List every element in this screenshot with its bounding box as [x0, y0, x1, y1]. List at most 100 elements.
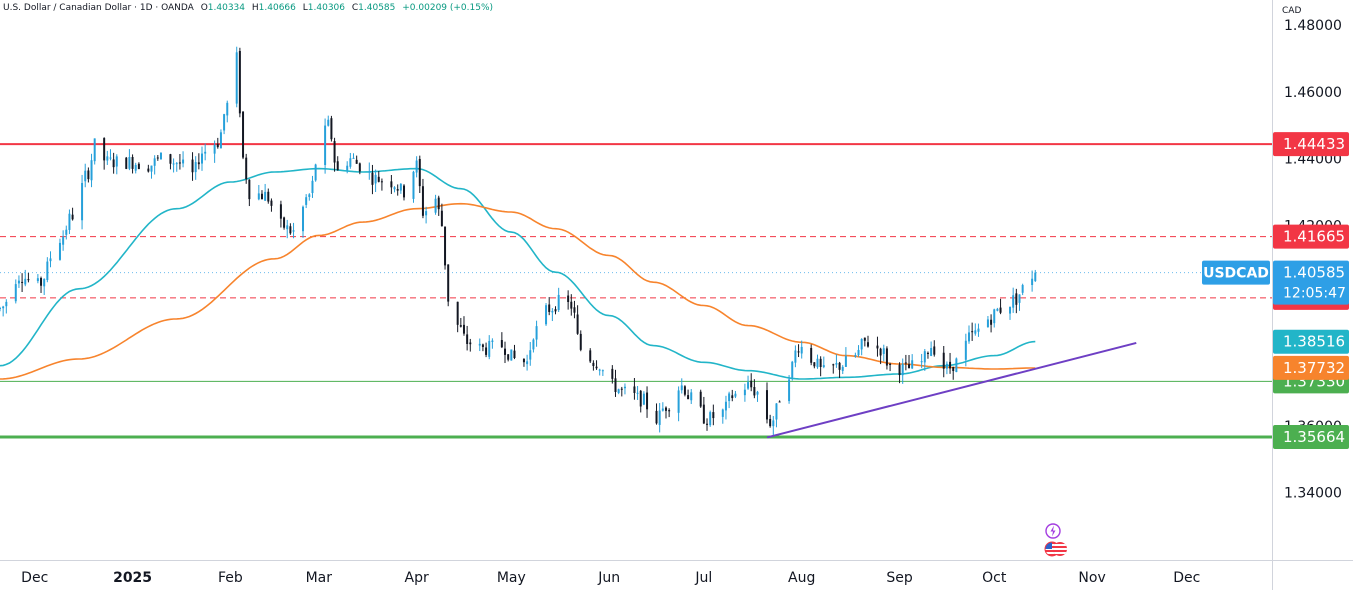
candle-body — [159, 152, 162, 160]
candle-body — [418, 158, 421, 187]
candle-body — [377, 176, 380, 182]
candle-body — [43, 278, 46, 287]
candle-body — [194, 162, 197, 173]
candle-body — [0, 307, 1, 309]
candle-body — [567, 295, 570, 302]
candle-body — [589, 350, 592, 362]
current-price-label: 1.40585 — [1283, 264, 1345, 282]
x-tick-label: Dec — [1173, 570, 1200, 586]
candle-body — [551, 310, 554, 313]
candle-body — [478, 343, 481, 346]
candle-body — [333, 141, 336, 163]
candle-body — [942, 352, 945, 369]
candle-body — [964, 340, 967, 360]
candle-body — [421, 186, 424, 216]
candle-body — [213, 144, 216, 154]
candle-body — [898, 364, 901, 376]
x-tick-label: Aug — [788, 570, 815, 586]
candle-body — [554, 309, 557, 312]
candle-body — [775, 403, 778, 420]
candle-body — [642, 393, 645, 405]
candle-body — [788, 379, 791, 402]
candle-body — [832, 364, 835, 366]
price-change: +0.00209 (+0.15%) — [402, 3, 494, 13]
candle-body — [791, 361, 794, 378]
candle-body — [986, 319, 989, 328]
candle-body — [598, 369, 601, 371]
candle-body — [677, 390, 680, 413]
candle-body — [216, 144, 219, 148]
candle-body — [128, 156, 131, 169]
candle-body — [305, 197, 308, 205]
candle-body — [699, 391, 702, 407]
candle-body — [835, 362, 838, 365]
candle-body — [396, 189, 399, 191]
x-tick-label: Jun — [597, 570, 620, 586]
candle-body — [838, 362, 841, 370]
candle-body — [403, 185, 406, 198]
lightning-event-icon[interactable] — [1044, 522, 1062, 540]
candle-body — [636, 392, 639, 394]
y-tick-label: 1.48000 — [1284, 18, 1342, 34]
candle-body — [415, 160, 418, 173]
candle-body — [330, 118, 333, 140]
y-tick-label: 1.34000 — [1284, 486, 1342, 502]
candle-body — [103, 138, 106, 161]
candle-body — [721, 409, 724, 417]
candle-body — [279, 204, 282, 219]
x-tick-label: Oct — [982, 570, 1007, 586]
candle-body — [592, 362, 595, 367]
candle-body — [614, 378, 617, 392]
candle-body — [355, 159, 358, 164]
candle-body — [302, 206, 305, 232]
candle-body — [109, 157, 112, 159]
level-price-tag-label: 1.35664 — [1283, 428, 1345, 446]
candle-body — [908, 364, 911, 369]
candle-body — [529, 350, 532, 360]
candle-body — [390, 181, 393, 188]
candle-body — [882, 348, 885, 354]
candle-body — [778, 401, 781, 403]
candle-body — [844, 356, 847, 367]
candle-body — [178, 162, 181, 164]
candle-body — [485, 347, 488, 355]
candle-body — [797, 351, 800, 353]
candle-body — [955, 358, 958, 373]
x-tick-label: Dec — [21, 570, 48, 586]
candle-body — [510, 349, 513, 361]
candle-body — [264, 191, 267, 201]
candle-body — [857, 349, 860, 356]
candle-body — [175, 163, 178, 165]
candle-body — [5, 301, 8, 307]
candle-body — [346, 165, 349, 171]
candle-body — [977, 328, 980, 332]
candle-body — [664, 407, 667, 411]
candle-body — [996, 308, 999, 311]
countdown-label: 12:05:47 — [1283, 286, 1346, 302]
candles — [0, 46, 1037, 435]
level-price-tag — [1273, 224, 1349, 249]
candle-body — [507, 354, 510, 360]
currency-label: CAD — [1282, 6, 1301, 16]
candle-body — [90, 160, 93, 181]
us-flag-event-icon[interactable] — [1044, 541, 1076, 557]
x-tick-label: Apr — [405, 570, 429, 586]
candle-body — [235, 52, 238, 104]
candle-body — [639, 390, 642, 407]
candle-body — [336, 161, 339, 171]
candle-body — [545, 305, 548, 325]
candle-body — [1015, 293, 1018, 305]
candle-body — [106, 156, 109, 161]
candle-body — [532, 339, 535, 350]
candle-body — [668, 410, 671, 412]
candle-body — [816, 358, 819, 368]
horizontal-levels — [0, 143, 1272, 439]
x-tick-label: 2025 — [113, 570, 152, 586]
candle-body — [750, 380, 753, 388]
candle-body — [267, 191, 270, 202]
candle-body — [219, 132, 222, 149]
moving-averages — [0, 167, 1036, 380]
candle-body — [800, 346, 803, 354]
